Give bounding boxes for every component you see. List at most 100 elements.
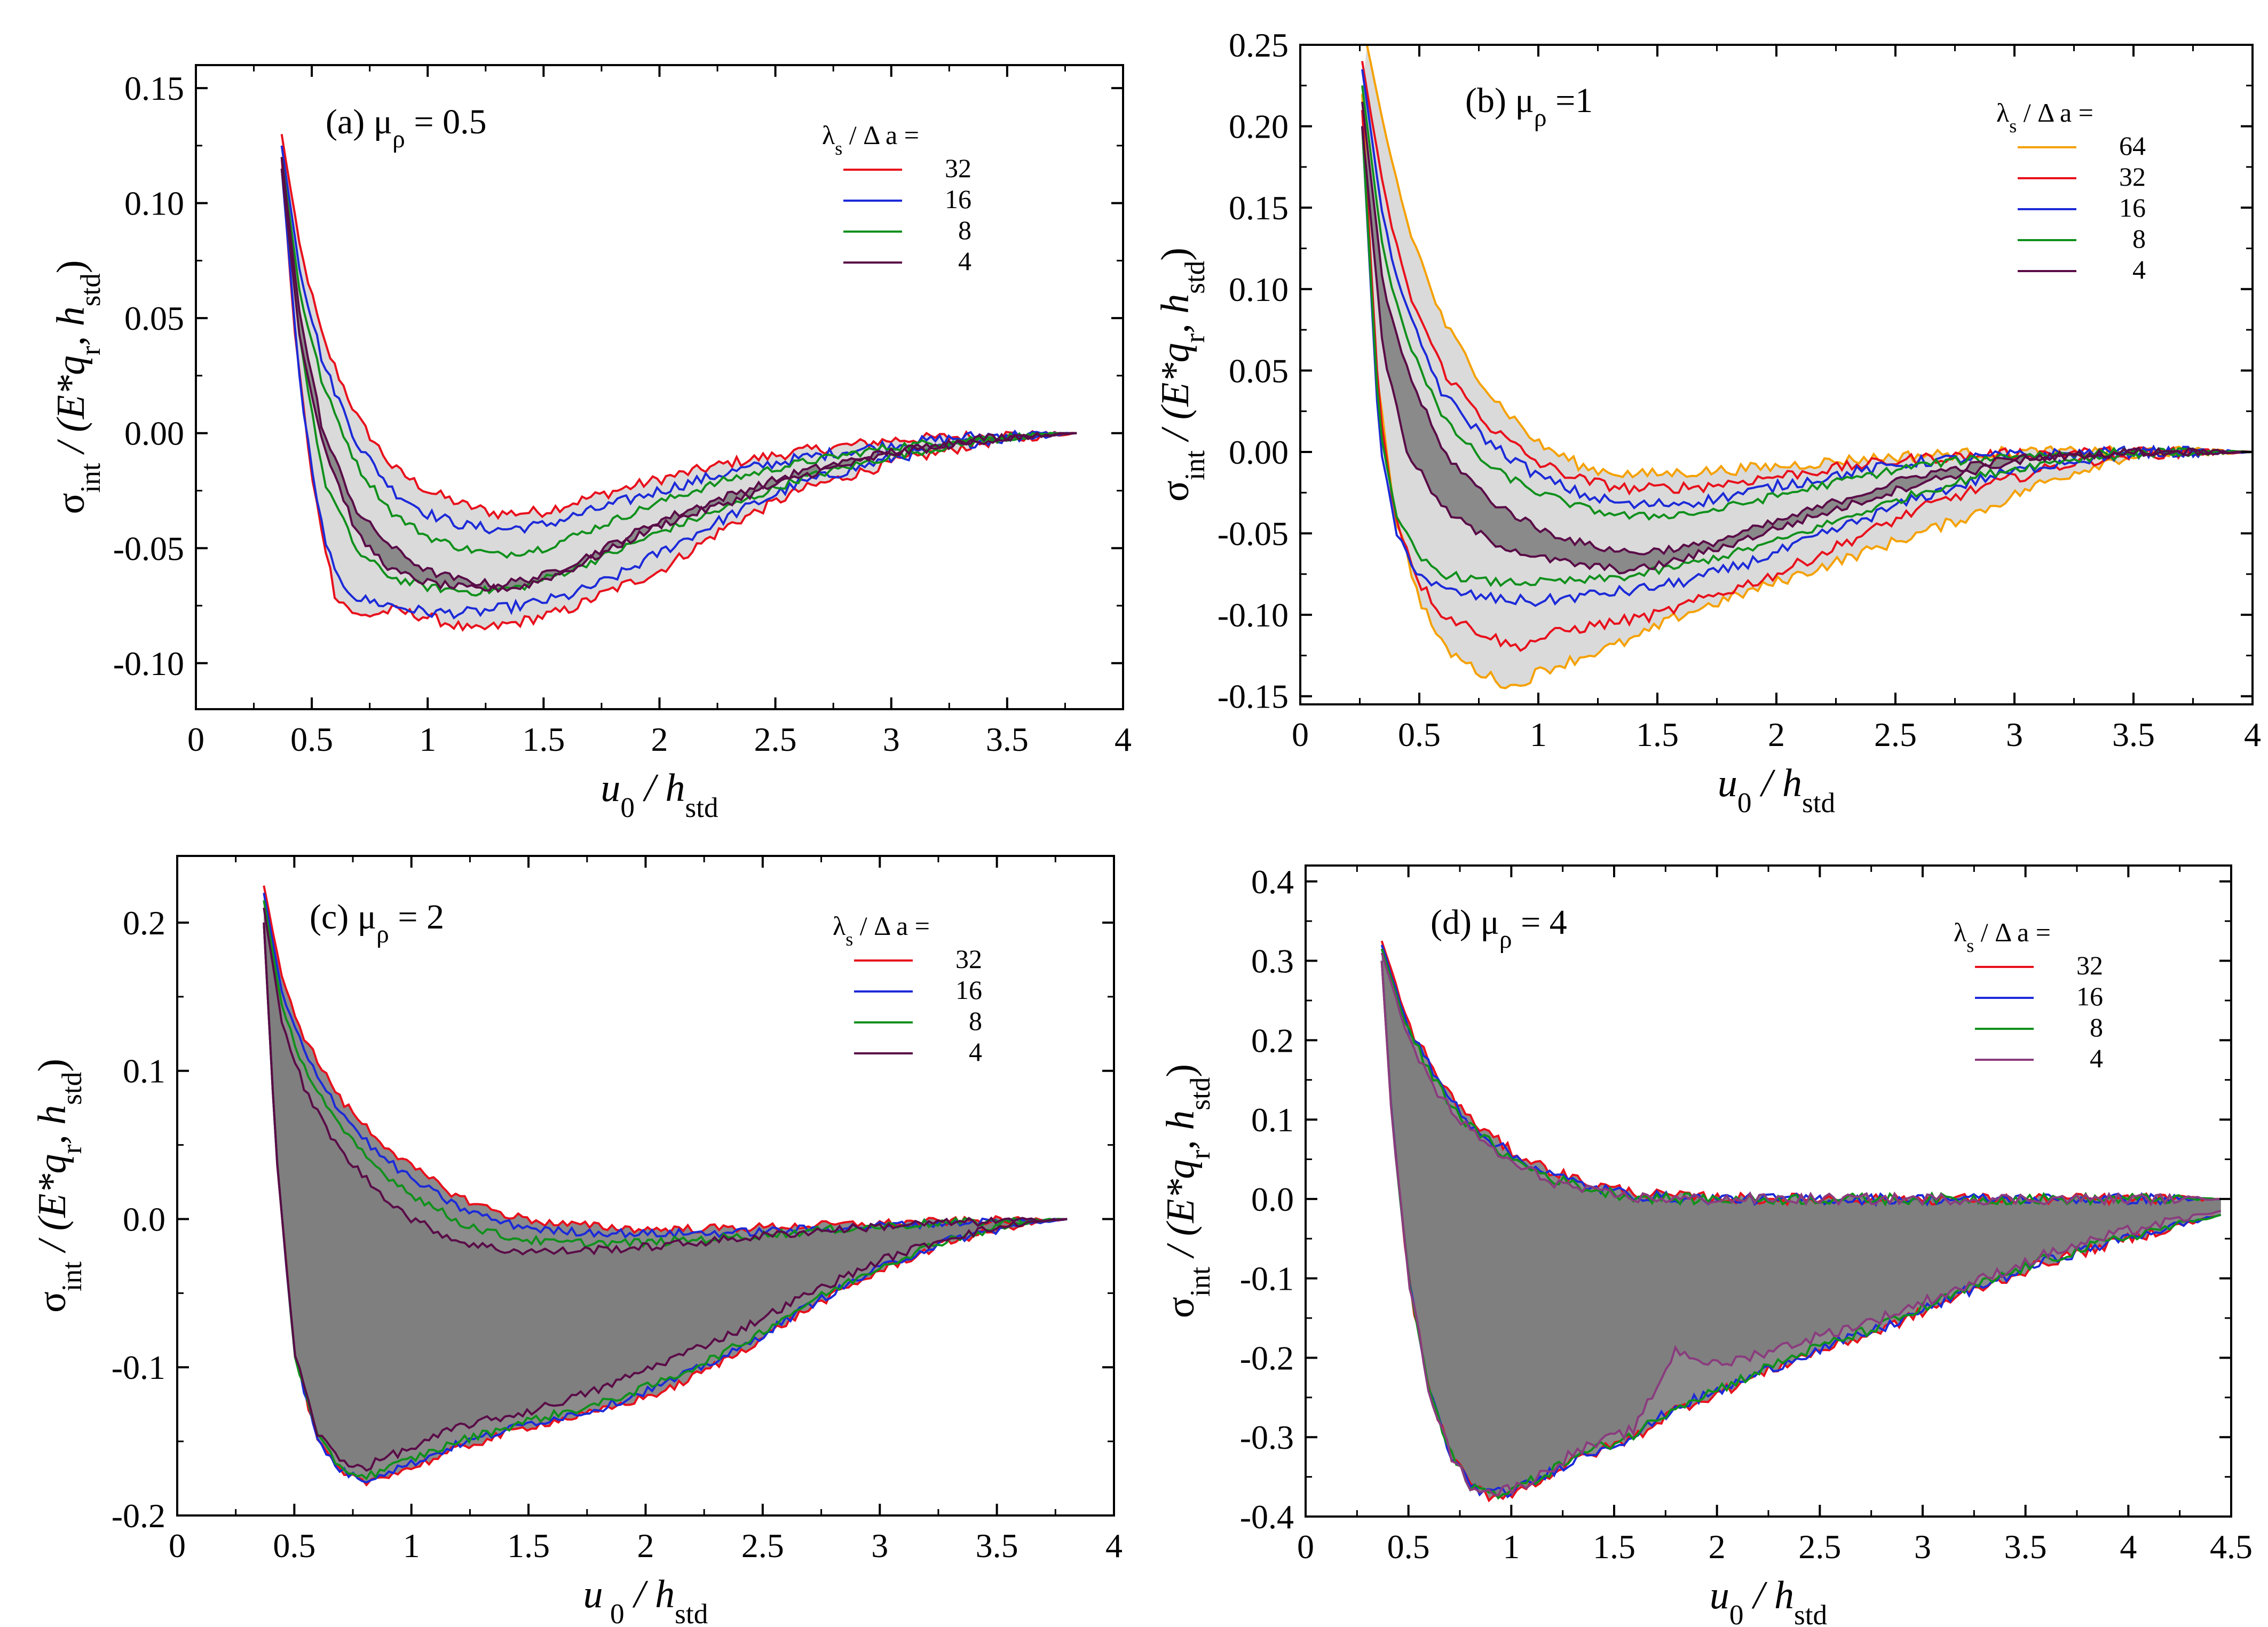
legend-title-sub: s [835, 138, 842, 159]
x-tick-label: 2 [637, 1527, 654, 1565]
legend-item: 16 [2018, 193, 2146, 223]
x-tick-label: 1 [403, 1527, 420, 1565]
x-tick-label: 0.5 [273, 1527, 315, 1565]
x-tick-label: 4 [1115, 720, 1132, 758]
y-label-h-sub: std [1184, 1077, 1216, 1110]
x-label-h-sub: std [1794, 1599, 1827, 1627]
x-label-u-sub: 0 [1729, 1599, 1744, 1627]
title-prefix: (d) μ [1431, 903, 1499, 942]
title-prefix: (a) μ [326, 102, 392, 141]
legend-item: 8 [854, 1006, 982, 1036]
x-tick-label: 1.5 [522, 720, 565, 758]
legend-label: 16 [2119, 193, 2146, 223]
panel-title: (c) μρ = 2 [310, 898, 444, 948]
y-tick-label: 0.10 [1229, 271, 1289, 308]
x-tick-label: 2 [1768, 716, 1785, 753]
y-label-h-sub: std [56, 1072, 88, 1105]
title-sub: ρ [1534, 104, 1547, 132]
y-axis: -0.2 -0.1 0.0 0.1 0.2 [112, 904, 1114, 1535]
x-label-h: / h [635, 766, 685, 810]
legend-label: 64 [2119, 131, 2146, 161]
y-tick-label: 0.0 [123, 1200, 165, 1238]
title-suffix: = 4 [1512, 903, 1567, 942]
x-label-u-sub: 0 [1737, 787, 1752, 819]
x-axis-label: u0 / hstd [1710, 1574, 1827, 1627]
y-tick-label: 0.1 [123, 1052, 165, 1090]
x-axis: 0 0.5 1 1.5 2 2.5 3 3.5 4 [169, 856, 1123, 1565]
x-tick-label: 0 [1297, 1528, 1314, 1566]
legend-title-rest: / Δ a = [842, 120, 919, 150]
legend-item: 16 [843, 184, 971, 214]
y-tick-label: -0.1 [112, 1348, 165, 1386]
x-tick-label: 0.5 [290, 720, 333, 758]
legend-label: 8 [969, 1006, 982, 1036]
y-label-sigma-sub: int [1184, 1267, 1216, 1297]
x-label-u: u [1718, 761, 1737, 805]
y-label-rest: / (E*q [1159, 1160, 1203, 1267]
title-suffix: = 0.5 [405, 102, 487, 141]
y-label-h: , h [30, 1105, 74, 1145]
series-line-upper [263, 885, 1068, 1235]
legend-title: λs / Δ a = [1954, 917, 2051, 956]
x-tick-label: 4.5 [2210, 1528, 2253, 1566]
series-line-lower [263, 922, 1068, 1481]
panel-title: (b) μρ =1 [1465, 81, 1593, 132]
y-label-q-sub: r [1179, 334, 1211, 343]
y-tick-label: -0.10 [113, 645, 184, 682]
y-tick-label: 0.2 [123, 904, 165, 942]
series-line-lower [280, 168, 1077, 593]
y-tick-label: -0.2 [112, 1497, 165, 1535]
legend-item: 8 [1975, 1012, 2103, 1042]
series-4 [1380, 953, 2222, 1497]
band-inner [264, 908, 1068, 1471]
legend-label: 8 [2132, 224, 2146, 253]
title-prefix: (c) μ [310, 898, 376, 936]
y-label-h: , h [1153, 294, 1197, 334]
legend-item: 4 [2018, 255, 2146, 284]
x-tick-label: 3.5 [986, 720, 1029, 758]
series-line-lower [1361, 126, 2253, 575]
x-label-h-sub: std [675, 1598, 708, 1627]
x-tick-label: 0.5 [1398, 716, 1441, 753]
legend-item: 8 [2018, 224, 2146, 253]
series-16 [263, 893, 1068, 1484]
legend-title: λs / Δ a = [1996, 98, 2093, 137]
x-axis-label: u0 / hstd [600, 766, 718, 823]
title-prefix: (b) μ [1465, 81, 1534, 120]
x-tick-label: 1.5 [1593, 1528, 1635, 1566]
x-tick-label: 3.5 [976, 1527, 1018, 1565]
legend-item: 32 [2018, 162, 2146, 192]
y-tick-label: 0.00 [1229, 433, 1289, 471]
legend-title-lambda: λ [1954, 917, 1966, 947]
x-label-h-sub: std [685, 792, 718, 823]
series-line-lower [1380, 961, 2222, 1497]
series-line-upper [1380, 953, 2221, 1207]
y-label-rest: / (E*q [1153, 343, 1197, 450]
series-line-lower [263, 922, 1068, 1484]
y-axis-label: σint / (E*qr, hstd) [49, 260, 106, 514]
y-tick-label: -0.10 [1218, 596, 1289, 634]
x-tick-label: 0 [1292, 716, 1309, 753]
series-line-lower [263, 922, 1068, 1472]
x-tick-label: 2.5 [741, 1527, 784, 1565]
y-label-end: ) [1153, 248, 1197, 261]
legend-label: 4 [2090, 1043, 2103, 1073]
series-line-lower [1361, 126, 2253, 607]
y-label-h-sub: std [75, 273, 106, 306]
legend-title-sub: s [1966, 935, 1974, 956]
series-line-lower [1380, 961, 2222, 1500]
legend-title-lambda: λ [822, 120, 835, 150]
y-label-rest: / (E*q [30, 1154, 74, 1261]
y-tick-label: 0.25 [1229, 26, 1289, 64]
series-line-upper [1380, 945, 2221, 1208]
y-tick-label: 0.05 [1229, 352, 1289, 390]
legend-item: 32 [854, 944, 982, 974]
x-tick-label: 2.5 [754, 720, 797, 758]
y-axis: -0.4 -0.3 -0.2 -0.1 0.0 0.1 0.2 0.3 0.4 [1240, 863, 2231, 1536]
legend-label: 4 [969, 1037, 982, 1067]
y-tick-label: 0.2 [1251, 1021, 1294, 1059]
legend-title: λs / Δ a = [822, 120, 919, 159]
title-sub: ρ [392, 125, 405, 153]
